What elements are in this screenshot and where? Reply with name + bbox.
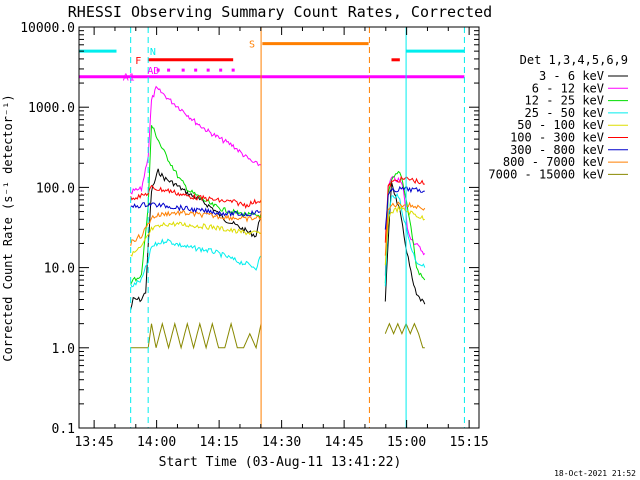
y-tick-label-0: 0.1 [52, 422, 75, 437]
series-line-6-1 [384, 185, 425, 230]
series-layer [130, 85, 426, 350]
series-line-5-0 [130, 184, 262, 209]
y-tick-label-2: 10.0 [44, 262, 75, 277]
legend-label-5: 100 - 300 keV [510, 131, 604, 145]
x-tick-label-5: 15:00 [387, 435, 426, 450]
annotation-dot-1-4 [206, 68, 210, 72]
plot-frame [78, 26, 480, 429]
footer-timestamp: 18-Oct-2021 21:52 [554, 469, 636, 478]
legend-label-8: 7000 - 15000 keV [488, 167, 604, 181]
x-axis-label: Start Time (03-Aug-11 13:41:22) [159, 455, 402, 470]
series-line-1-1 [384, 175, 426, 276]
legend-label-2: 12 - 25 keV [525, 94, 604, 108]
series-line-3-1 [384, 192, 426, 287]
annotation-dot-1-1 [167, 68, 171, 72]
annotation-label-2: F [135, 56, 141, 67]
series-line-2-0 [130, 125, 262, 285]
legend-label-1: 6 - 12 keV [532, 81, 604, 95]
x-tick-label-2: 14:15 [200, 435, 239, 450]
y-axis-label: Corrected Count Rate (s⁻¹ detector⁻¹) [1, 94, 15, 361]
chart-title: RHESSI Observing Summary Count Rates, Co… [68, 3, 492, 21]
series-line-6-0 [130, 202, 262, 218]
legend-label-4: 50 - 100 keV [517, 118, 604, 132]
y-tick-label-1: 1.0 [52, 342, 75, 357]
x-tick-label-4: 14:45 [325, 435, 364, 450]
annotation-label-3: S [249, 40, 255, 51]
annotation-label-4: N [150, 47, 156, 58]
y-tick-label-5: 10000.0 [20, 21, 75, 36]
series-line-4-1 [384, 205, 425, 266]
y-tick-label-3: 100.0 [36, 181, 75, 196]
x-tick-label-1: 14:00 [137, 435, 176, 450]
legend-label-7: 800 - 7000 keV [503, 155, 604, 169]
series-line-8-0 [130, 321, 262, 350]
axes-layer: 13:45 14:00 14:15 14:30 14:45 15:00 15:15 0.1 1.… [20, 21, 488, 450]
series-line-8-1 [384, 322, 425, 349]
series-line-0-0 [130, 168, 262, 310]
series-line-5-1 [384, 175, 425, 243]
legend-title: Det 1,3,4,5,6,9 [520, 53, 628, 67]
series-line-0-1 [384, 181, 426, 305]
legend-label-0: 3 - 6 keV [539, 69, 604, 83]
annotation-label-1: AD [147, 66, 159, 77]
series-line-3-0 [130, 238, 262, 288]
x-tick-label-3: 14:30 [262, 435, 301, 450]
annotation-dot-1-3 [194, 68, 198, 72]
annotations-layer [79, 27, 465, 428]
x-tick-label-0: 13:45 [75, 435, 114, 450]
series-line-7-0 [130, 209, 262, 246]
y-tick-label-4: 1000.0 [28, 101, 75, 116]
legend-label-3: 25 - 50 keV [525, 106, 604, 120]
annotation-dot-1-6 [231, 68, 235, 72]
annotation-label-0: A1 [123, 73, 135, 84]
series-line-4-0 [130, 220, 262, 257]
legend-label-6: 300 - 800 keV [510, 143, 604, 157]
series-line-7-1 [384, 201, 426, 256]
annotation-dot-1-2 [181, 68, 185, 72]
annotation-dot-1-0 [156, 68, 160, 72]
annotation-dot-1-5 [219, 68, 223, 72]
series-line-1-0 [130, 85, 262, 195]
x-tick-label-6: 15:15 [450, 435, 489, 450]
annotation-labels-layer: A1 AD F S N [123, 40, 255, 84]
